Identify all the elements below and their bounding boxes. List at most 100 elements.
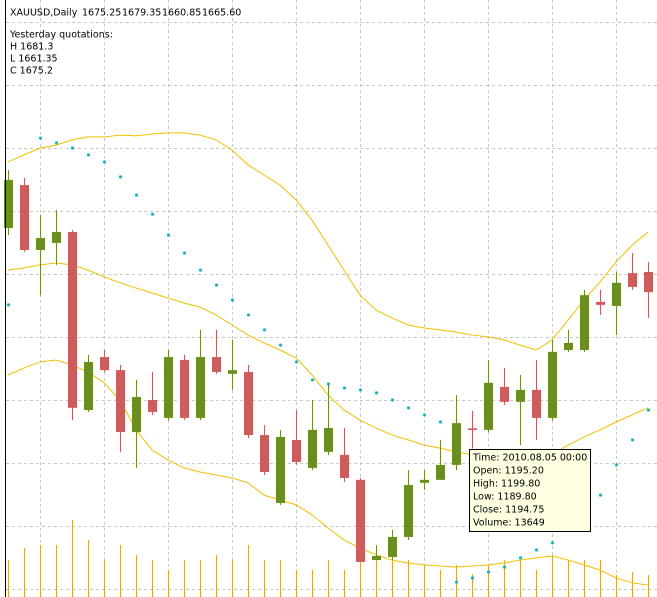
candle-body [324,427,333,452]
candle-body [68,232,77,408]
candle-body [100,357,109,371]
band-line [7,359,649,586]
sar-dot [438,420,443,424]
sar-dot [326,382,331,386]
candle-body [308,429,317,468]
candle-body [548,351,557,418]
header-quote: 1660.85 [162,8,201,19]
sar-dot [406,406,411,410]
tooltip-line: Volume: 13649 [473,518,545,529]
tooltip-line: Open: 1195.20 [473,466,544,477]
candle-body [372,555,381,561]
candle-body [164,357,173,418]
candle-body [356,479,365,562]
sar-dot [534,548,539,552]
sar-dot [70,146,75,150]
chart-title: XAUUSD,Daily [10,8,78,19]
sar-dot [38,136,43,140]
sar-dot [54,141,59,145]
header-quote: 1679.35 [122,8,161,19]
tooltip-box [469,449,591,532]
tooltip-line: Low: 1189.80 [473,492,537,503]
candle-body [36,238,45,250]
header-quote: 1675.25 [82,8,121,19]
candle-body [244,372,253,436]
tooltip-line: High: 1199.80 [473,479,540,490]
candle-body [212,357,221,373]
candle-body [388,536,397,558]
candle-body [532,389,541,418]
sar-dot [262,328,267,332]
candle-body [292,439,301,462]
sar-dot [614,463,619,467]
info-line: C 1675.2 [10,66,53,77]
candle-body [148,399,157,412]
tooltip: Time: 2010.08.05 00:00 Open: 1195.20 Hig… [469,449,591,532]
candle-body [516,389,525,402]
sar-dot [246,313,251,317]
sar-dot [310,378,315,382]
sar-dot [118,175,123,179]
candle-body [420,479,429,483]
sar-dot [390,398,395,402]
sar-dot [454,580,459,584]
sar-dot [518,556,523,560]
candle-body [276,436,285,503]
candle-body [228,370,237,374]
sar-dot [214,283,219,287]
candle-body [196,357,205,418]
sar-dot [342,386,347,390]
sar-dot [550,541,555,545]
info-line: Yesterday quotations: [9,30,113,41]
candle-body [116,370,125,433]
candle-body [484,382,493,430]
header-quote: 1665.60 [202,8,241,19]
candle-body [180,360,189,418]
sar-dot [358,388,363,392]
candle-body [564,342,573,350]
sar-dot [422,413,427,417]
sar-dot [470,576,475,580]
grid [6,0,657,597]
sar-dot [486,570,491,574]
sar-dot [374,391,379,395]
candle-body [644,272,653,293]
sar-dot [294,360,299,364]
sar-dot [6,303,11,307]
candle-body [52,232,61,243]
sar-dot [150,212,155,216]
candle-body [612,282,621,306]
candle-body [500,386,509,402]
candle-body [580,295,589,350]
sar-dot [598,493,603,497]
candle-body [4,179,13,228]
candle-body [340,454,349,478]
candle-body [260,435,269,473]
tooltip-line: Close: 1194.75 [473,505,544,516]
sar-dot [86,153,91,157]
sar-dot [134,193,139,197]
candle-body [20,185,29,250]
candle-body [596,301,605,305]
band-line [7,132,649,351]
candle-body [436,464,445,480]
sar-dot [102,160,107,164]
sar-dot [646,408,651,412]
info-line: H 1681.3 [10,42,53,53]
candle-body [132,397,141,433]
candle-body [628,273,637,287]
sar-dot [182,251,187,255]
candle-body [404,485,413,537]
sar-dot [278,343,283,347]
candle-body [468,428,477,431]
candle-body [452,423,461,465]
sar-dot [166,233,171,237]
sar-dot [198,268,203,272]
sar-dot [230,298,235,302]
tooltip-line: Time: 2010.08.05 00:00 [472,453,587,464]
info-line: L 1661.35 [10,54,58,65]
sar-dot [630,438,635,442]
plot [4,132,653,597]
sar-dot [502,565,507,569]
